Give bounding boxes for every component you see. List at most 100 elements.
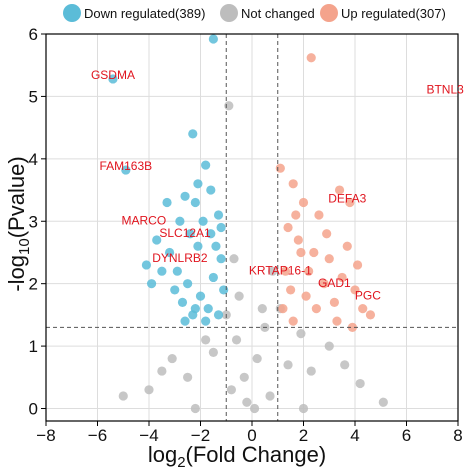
data-point	[177, 297, 188, 308]
y-tick-label: 4	[29, 150, 38, 169]
data-point	[170, 285, 180, 295]
threshold-lines	[46, 34, 458, 421]
data-point	[239, 372, 249, 382]
data-point	[180, 191, 190, 201]
data-point	[283, 222, 293, 233]
data-point	[358, 304, 368, 314]
data-point	[319, 279, 329, 289]
data-point	[378, 397, 388, 407]
gene-label: DEFA3	[328, 192, 366, 206]
data-point	[311, 304, 321, 314]
gene-label: GSDMA	[91, 68, 135, 82]
data-point	[183, 279, 193, 289]
legend-label-up: Up regulated(307)	[341, 6, 446, 21]
y-tick-label: 0	[29, 400, 38, 419]
data-point	[324, 254, 334, 264]
data-point	[275, 163, 285, 173]
data-point	[224, 101, 234, 111]
data-point	[280, 266, 291, 276]
legend-label-not-changed: Not changed	[241, 6, 315, 21]
data-point	[226, 385, 236, 395]
y-tick-label: 1	[29, 337, 38, 356]
data-point	[329, 297, 339, 308]
y-tick-label: 6	[29, 25, 38, 44]
data-point	[283, 360, 293, 370]
x-axis-title: log2(Fold Change)	[148, 442, 326, 468]
data-point	[208, 272, 218, 283]
legend-label-down: Down regulated(389)	[84, 6, 205, 21]
y-axis-title: -log10(Pvalue)	[4, 156, 33, 291]
data-point	[306, 366, 316, 376]
data-point	[306, 53, 316, 63]
data-point	[180, 316, 190, 326]
data-point	[242, 397, 252, 407]
data-point	[213, 310, 224, 320]
gene-label: FAM163B	[99, 159, 152, 173]
data-point	[190, 304, 200, 314]
data-point	[219, 285, 229, 295]
data-point	[203, 304, 213, 314]
data-point	[298, 403, 309, 414]
data-point	[286, 285, 296, 295]
data-point	[108, 74, 118, 84]
data-point	[152, 235, 162, 245]
legend: Down regulated(389) Not changed Up regul…	[63, 4, 446, 22]
data-point	[121, 165, 131, 175]
data-point	[234, 291, 244, 301]
gene-label: BTNL3	[426, 82, 464, 96]
data-point	[268, 266, 278, 276]
data-point	[175, 216, 185, 226]
data-point	[229, 254, 239, 264]
data-point	[347, 322, 358, 332]
x-tick-label: −2	[191, 426, 210, 445]
points-layer	[108, 34, 388, 414]
data-point	[304, 266, 314, 276]
data-point	[167, 353, 177, 364]
x-tick-label: −4	[139, 426, 158, 445]
data-point	[144, 385, 154, 395]
x-tick-label: 6	[402, 426, 411, 445]
x-tick-label: 0	[247, 426, 256, 445]
data-point	[291, 210, 301, 220]
y-tick-label: 3	[29, 212, 38, 231]
x-axis-ticks: −8 −6 −4 −2 0 2 4 6 8	[36, 421, 463, 445]
gene-label: MARCO	[122, 213, 167, 227]
data-point	[301, 291, 311, 301]
data-point	[165, 247, 175, 258]
data-point	[365, 310, 376, 320]
data-point	[201, 335, 211, 345]
legend-marker-down	[63, 4, 81, 22]
data-point	[314, 210, 324, 220]
data-point	[309, 247, 319, 258]
data-point	[162, 197, 172, 208]
data-point	[265, 391, 275, 401]
data-point	[278, 304, 288, 314]
x-tick-label: −8	[36, 426, 55, 445]
data-point	[198, 216, 208, 226]
data-point	[190, 197, 200, 208]
data-point	[355, 378, 365, 389]
data-point	[345, 197, 355, 208]
data-point	[252, 353, 262, 364]
data-point	[193, 179, 203, 189]
data-point	[342, 241, 352, 251]
data-point	[288, 179, 298, 189]
x-tick-label: 8	[453, 426, 462, 445]
data-point	[172, 266, 182, 276]
legend-marker-not-changed	[220, 4, 238, 22]
x-tick-label: 4	[350, 426, 359, 445]
data-point	[288, 316, 298, 326]
data-point	[190, 403, 200, 414]
data-point	[193, 241, 203, 251]
gene-label: GAD1	[318, 276, 351, 290]
data-point	[340, 360, 350, 370]
x-tick-label: 2	[299, 426, 308, 445]
data-point	[157, 366, 167, 376]
data-point	[206, 185, 216, 195]
y-tick-label: 5	[29, 87, 38, 106]
data-point	[118, 391, 128, 401]
data-point	[332, 316, 342, 326]
legend-marker-up	[320, 4, 338, 22]
